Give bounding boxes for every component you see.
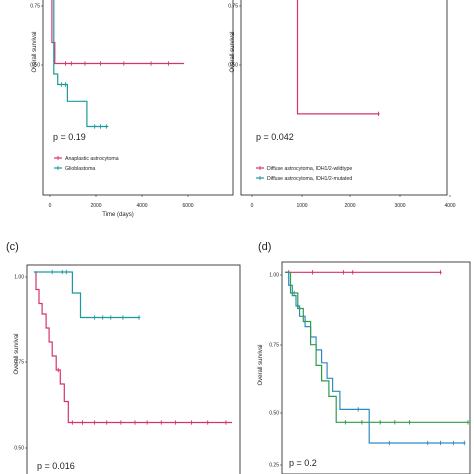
y-tick-label: 0.50 [30,63,40,69]
chart-panel-b: 0.50 0.75 0 1000 2000 3000 4000 Overall surviva… [228,0,456,209]
p-value-label: p = 0.2 [289,458,317,468]
x-tick-label: 0 [251,203,254,209]
y-axis-title: Overall survival [14,333,20,374]
y-tick-label: 0.50 [228,63,238,69]
chart-panel-a: 0.50 0.75 0 2000 4000 6000 Time (days) Overall … [30,0,234,218]
x-tick-label: 4000 [444,203,455,209]
survival-curve-2 [34,271,139,319]
x-tick-label: 1000 [296,203,307,209]
p-value-label: p = 0.19 [53,132,86,142]
y-tick-label: 0.75 [30,4,40,10]
x-tick-label: 2000 [344,203,355,209]
plot-frame [240,0,448,196]
y-axis-title: Overall survival [230,31,236,72]
survival-curve-3 [285,271,468,423]
p-value-label: p = 0.042 [256,132,294,142]
x-tick-label: 3000 [394,203,405,209]
legend-entry: Diffuse astrocytoma, IDH1/2-mutated [267,176,352,182]
survival-curve-2 [285,271,465,444]
y-tick-label: 1.00 [14,275,24,281]
y-tick-label: 1.00 [269,273,279,279]
chart-panel-c: 0.50 0.75 1.00 Overall survival p = 0.016 (c) [6,241,241,474]
plot-frame [281,261,471,474]
y-axis-title: Overall survival [258,344,264,385]
y-tick-label: 0.25 [269,463,279,469]
x-tick-label: 4000 [136,203,147,209]
panel-letter: (d) [258,241,271,253]
x-tick-label: 0 [49,203,52,209]
survival-curve-1 [34,271,232,424]
x-axis-title: Time (days) [102,212,133,218]
chart-panel-d: 0.25 0.50 0.75 1.00 Overall survival p = 0.2 (… [258,241,471,474]
y-tick-label: 0.75 [14,360,24,366]
panel-letter: (c) [6,241,19,253]
y-tick-label: 0.75 [228,4,238,10]
survival-curve-1 [51,0,185,65]
y-tick-label: 0.75 [269,343,279,349]
legend-entry: Diffuse astrocytoma, IDH1/2-wildtype [267,166,352,172]
y-tick-label: 0.50 [269,411,279,417]
y-tick-label: 0.50 [14,446,24,452]
plot-frame [42,0,234,196]
x-tick-label: 2000 [90,203,101,209]
legend-entry: Glioblastoma [65,166,95,172]
x-tick-label: 6000 [182,203,193,209]
p-value-label: p = 0.016 [37,461,75,471]
survival-curve-1 [296,0,379,115]
plot-frame [26,264,241,474]
legend-entry: Anaplastic astrocytoma [65,156,119,162]
y-axis-title: Overall survival [32,31,38,72]
